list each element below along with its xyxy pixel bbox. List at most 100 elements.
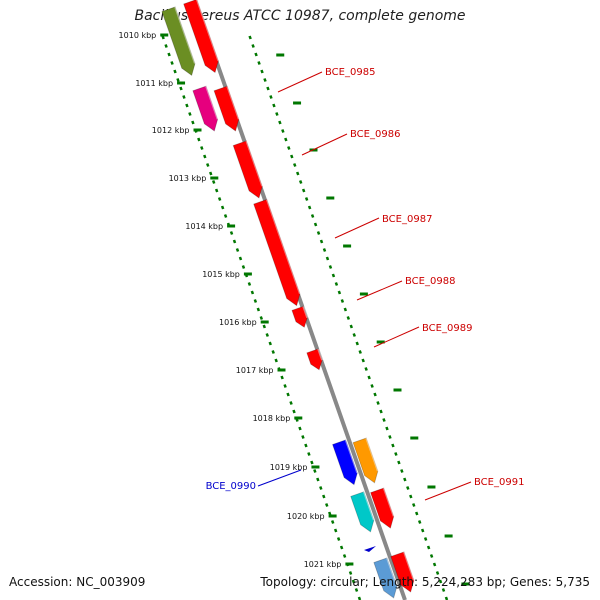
right-scale-dot xyxy=(266,86,270,91)
gene-label[interactable]: BCE_0985 xyxy=(325,67,375,78)
right-scale-dot xyxy=(307,205,312,210)
right-scale-dot xyxy=(310,214,315,218)
gene-arrow-red[interactable] xyxy=(213,85,240,132)
left-scale-dot xyxy=(220,205,225,210)
right-scale-dot xyxy=(251,44,255,48)
left-scale-dot xyxy=(333,528,338,533)
right-scale-dot xyxy=(304,197,309,201)
right-scale-dot xyxy=(248,35,252,40)
right-scale-dot xyxy=(349,324,353,329)
tick-label: 1014 kbp xyxy=(185,222,223,231)
left-scale-dot xyxy=(301,435,305,439)
right-scale-dot xyxy=(281,129,285,133)
gene-arrow-red-lower-highlight xyxy=(382,487,395,517)
left-scale-dot xyxy=(330,520,335,524)
gene-labels: BCE_0985 BCE_0986 BCE_0987 BCE_0988 BCE_0989… xyxy=(206,67,524,501)
gene-arrow-bce-0990[interactable] xyxy=(332,439,358,486)
right-scale-dot xyxy=(334,282,339,286)
gene-arrow-bce-0985[interactable] xyxy=(192,85,219,132)
gene-features xyxy=(161,0,415,599)
left-scale-dot xyxy=(167,52,171,57)
gene-arrow-bce-0989[interactable] xyxy=(306,348,323,371)
left-scale-dot xyxy=(173,69,177,74)
right-scale-dot xyxy=(441,588,446,592)
left-scale-dot xyxy=(336,537,341,541)
left-scale-dot xyxy=(307,452,311,456)
right-scale-dot xyxy=(406,486,410,490)
right-scale-dot xyxy=(420,528,425,533)
tick-label: 1017 kbp xyxy=(236,366,274,375)
right-scale-dot xyxy=(313,222,318,227)
gene-callout-line xyxy=(334,217,380,239)
left-scale-dot xyxy=(283,384,287,388)
gene-arrow-bce-0988[interactable] xyxy=(291,305,308,328)
right-scale-dot xyxy=(426,545,431,550)
right-scale-dot xyxy=(391,443,395,448)
left-scale-dot xyxy=(265,333,269,337)
right-scale-dot xyxy=(409,494,413,499)
gene-arrow-bce-0989-highlight xyxy=(317,348,324,361)
tick-scale-right xyxy=(248,35,470,600)
left-scale-dot xyxy=(191,120,195,125)
gene-label[interactable]: BCE_0987 xyxy=(382,214,432,225)
right-scale-dot xyxy=(382,418,386,422)
gene-arrow-bce-0987-highlight xyxy=(265,199,301,295)
left-scale-dot xyxy=(274,358,278,363)
left-scale-dot xyxy=(197,137,201,142)
right-scale-dot xyxy=(287,146,291,150)
right-scale-dot xyxy=(296,171,300,176)
gene-label[interactable]: BCE_0988 xyxy=(405,276,455,287)
gene-arrow-olive-highlight xyxy=(174,6,196,64)
left-scale-dot xyxy=(238,256,243,261)
gene-arrow-bce-0991-highlight xyxy=(363,491,375,521)
right-scale-dot xyxy=(379,409,383,414)
tick-label: 1021 kbp xyxy=(304,560,342,569)
gene-label[interactable]: BCE_0991 xyxy=(474,477,524,488)
left-scale-dot xyxy=(170,61,174,65)
gene-arrow-bottom-blue[interactable] xyxy=(373,557,398,599)
right-scale-dot xyxy=(370,384,374,388)
gene-arrow-bce-0991[interactable] xyxy=(350,491,375,533)
gene-arrow-orange[interactable] xyxy=(352,437,379,484)
genome-title: Bacillus cereus ATCC 10987, complete gen… xyxy=(134,8,466,24)
left-scale-dot xyxy=(298,426,302,431)
right-scale-dot xyxy=(254,52,258,57)
gene-arrow-bce-0985-highlight xyxy=(205,85,219,120)
tick-label: 1020 kbp xyxy=(287,512,325,521)
left-scale-dot xyxy=(241,265,246,269)
gene-label[interactable]: BCE_0986 xyxy=(350,129,400,140)
gene-arrow-red-highlight xyxy=(226,85,240,120)
gene-label[interactable]: BCE_0989 xyxy=(422,323,472,334)
right-scale-dot xyxy=(257,61,261,65)
right-scale-dot xyxy=(298,180,303,184)
right-scale-dot xyxy=(352,333,356,337)
gene-arrow-red-lower[interactable] xyxy=(370,487,395,529)
left-scale-dot xyxy=(304,443,308,448)
right-scale-dot xyxy=(337,290,342,295)
gene-arrow-olive[interactable] xyxy=(161,6,196,76)
tick-label: 1012 kbp xyxy=(152,126,190,135)
right-scale-dot xyxy=(364,367,368,371)
gene-arrow-bce-0986[interactable] xyxy=(232,140,263,199)
left-scale-dot xyxy=(310,460,314,465)
gene-arrow-bottom-red[interactable] xyxy=(390,551,415,593)
right-scale-dot xyxy=(269,95,273,99)
gene-label[interactable]: BCE_0990 xyxy=(206,481,256,492)
left-scale-dot xyxy=(268,341,272,346)
gene-arrow-top-red[interactable] xyxy=(183,0,219,74)
left-scale-dot xyxy=(229,231,234,235)
left-scale-dot xyxy=(351,579,356,584)
small-marker xyxy=(364,546,376,552)
left-scale-dot xyxy=(223,214,228,218)
gene-callout-line xyxy=(356,280,403,301)
gene-arrow-bce-0987[interactable] xyxy=(253,198,301,307)
left-scale-dot xyxy=(325,503,329,507)
tick-label: 1018 kbp xyxy=(253,414,291,423)
left-scale-dot xyxy=(200,146,204,150)
right-scale-dot xyxy=(355,341,359,346)
right-scale-dot xyxy=(397,460,401,465)
tick-label: 1015 kbp xyxy=(202,270,240,279)
right-scale-dot xyxy=(373,392,377,397)
right-scale-dot xyxy=(316,231,321,235)
